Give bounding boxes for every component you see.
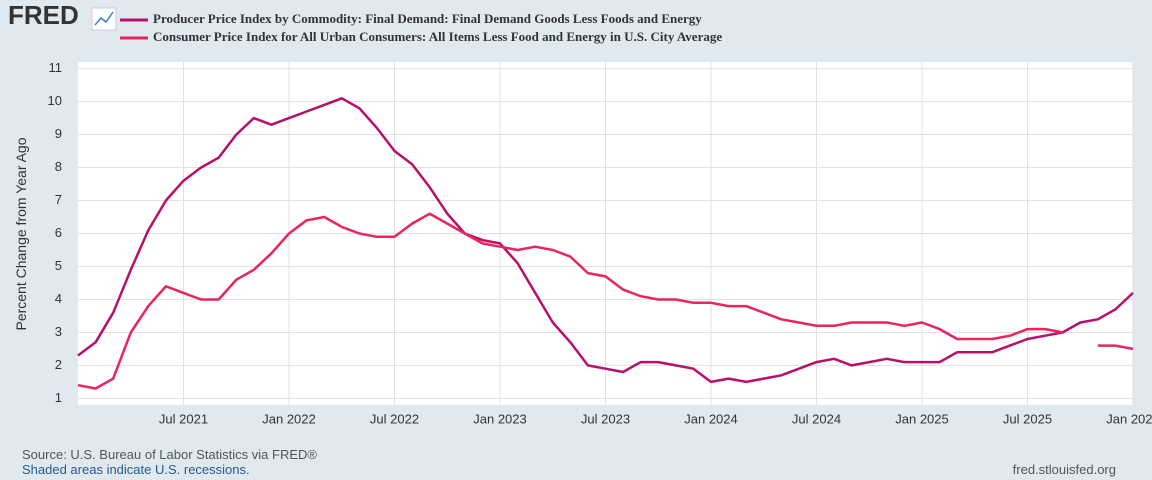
x-tick-label: Jul 2023 — [581, 411, 630, 426]
series-line — [77, 212, 1134, 390]
y-tick-label: 9 — [55, 126, 62, 141]
note: Shaded areas indicate U.S. recessions. — [22, 462, 250, 477]
logo: FRED — [8, 0, 79, 30]
y-tick-label: 3 — [55, 324, 62, 339]
url: fred.stlouisfed.org — [1013, 462, 1116, 477]
x-tick-label: Jul 2022 — [370, 411, 419, 426]
y-tick-label: 2 — [55, 357, 62, 372]
y-tick-label: 8 — [55, 159, 62, 174]
y-axis-title: Percent Change from Year Ago — [13, 137, 29, 330]
logo-icon-line — [94, 11, 114, 26]
legend-label: Producer Price Index by Commodity: Final… — [153, 11, 702, 26]
x-tick-label: Jan 2026 — [1106, 411, 1152, 426]
x-tick-label: Jul 2024 — [792, 411, 841, 426]
y-tick-label: 11 — [49, 60, 63, 75]
y-tick-label: 6 — [55, 225, 62, 240]
x-tick-label: Jan 2025 — [895, 411, 949, 426]
y-tick-label: 10 — [48, 93, 62, 108]
x-tick-label: Jan 2022 — [262, 411, 316, 426]
series-line — [77, 97, 1134, 384]
x-tick-label: Jan 2024 — [684, 411, 738, 426]
logo-icon — [91, 7, 117, 31]
source: Source: U.S. Bureau of Labor Statistics … — [22, 447, 317, 462]
y-tick-label: 4 — [55, 291, 62, 306]
y-tick-label: 1 — [55, 390, 62, 405]
x-tick-label: Jan 2023 — [473, 411, 527, 426]
y-tick-label: 7 — [55, 192, 62, 207]
y-tick-label: 5 — [55, 258, 62, 273]
x-tick-label: Jul 2025 — [1003, 411, 1052, 426]
legend-label: Consumer Price Index for All Urban Consu… — [153, 29, 722, 44]
x-tick-label: Jul 2021 — [159, 411, 208, 426]
